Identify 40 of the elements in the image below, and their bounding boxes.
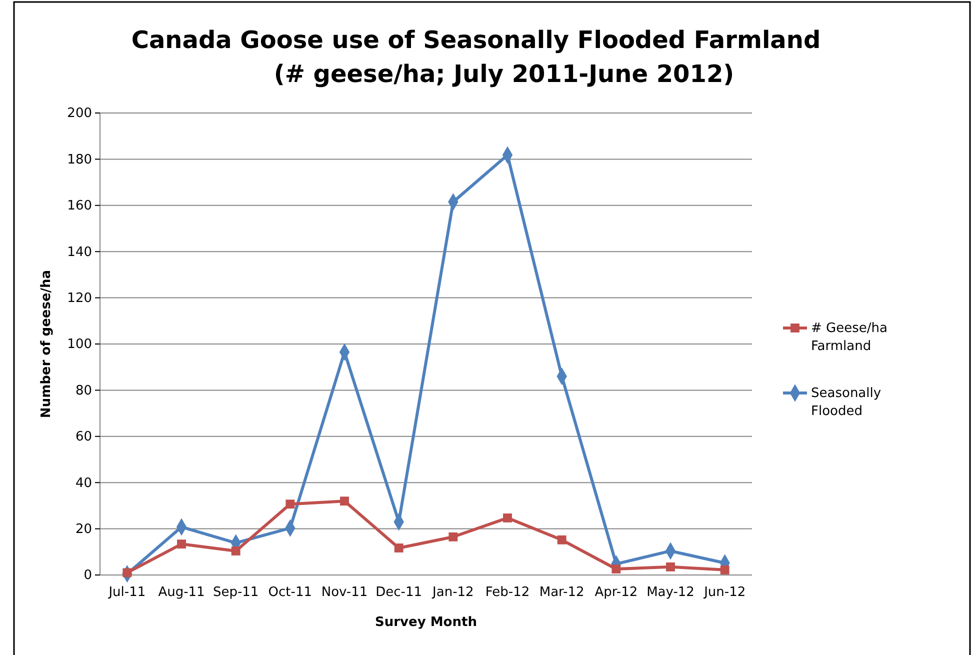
chart-subtitle: (# geese/ha; July 2011-June 2012)	[274, 60, 734, 88]
y-tick-label: 80	[75, 383, 92, 398]
y-axis-title: Number of geese/ha	[39, 270, 54, 418]
point	[503, 513, 512, 522]
point	[286, 500, 295, 509]
legend-label: Seasonally Flooded	[811, 386, 882, 419]
legend-label: # Geese/ha Farmland	[811, 321, 888, 354]
x-tick-label: Jul-11	[108, 585, 146, 600]
x-tick-label: Mar-12	[539, 585, 584, 600]
y-tick-label: 200	[67, 106, 92, 122]
x-tick-label: Jan-12	[432, 585, 474, 600]
point	[448, 532, 458, 542]
point	[340, 496, 349, 506]
point	[394, 544, 404, 552]
point	[666, 562, 675, 572]
chart-title: Canada Goose use of Seasonally Flooded Farmland	[131, 26, 821, 54]
x-tick-label: May-12	[646, 585, 694, 600]
x-tick-label: Oct-11	[268, 585, 312, 600]
y-tick-label: 20	[75, 522, 92, 537]
y-tick-label: 120	[67, 290, 92, 306]
point	[557, 535, 566, 544]
y-tick-label: 140	[67, 244, 92, 260]
y-tick-label: 100	[67, 337, 92, 352]
y-tick-label: 160	[67, 198, 92, 214]
x-tick-label: Nov-11	[321, 585, 368, 600]
y-tick-label: 180	[67, 152, 92, 168]
x-tick-label: Apr-12	[594, 585, 638, 600]
x-tick-label: Dec-11	[376, 585, 422, 600]
y-tick-label: 40	[75, 476, 92, 491]
x-tick-label: Jun-12	[703, 585, 746, 600]
x-tick-label: Sep-11	[212, 585, 259, 600]
x-axis-title: Survey Month	[375, 615, 477, 630]
y-tick-label: 60	[75, 430, 92, 445]
point	[231, 546, 240, 556]
x-tick-label: Aug-11	[158, 585, 205, 600]
point	[720, 565, 730, 574]
point	[177, 540, 186, 549]
y-tick-label: 0	[84, 568, 92, 584]
point	[612, 564, 621, 574]
x-tick-label: Feb-12	[485, 585, 530, 600]
